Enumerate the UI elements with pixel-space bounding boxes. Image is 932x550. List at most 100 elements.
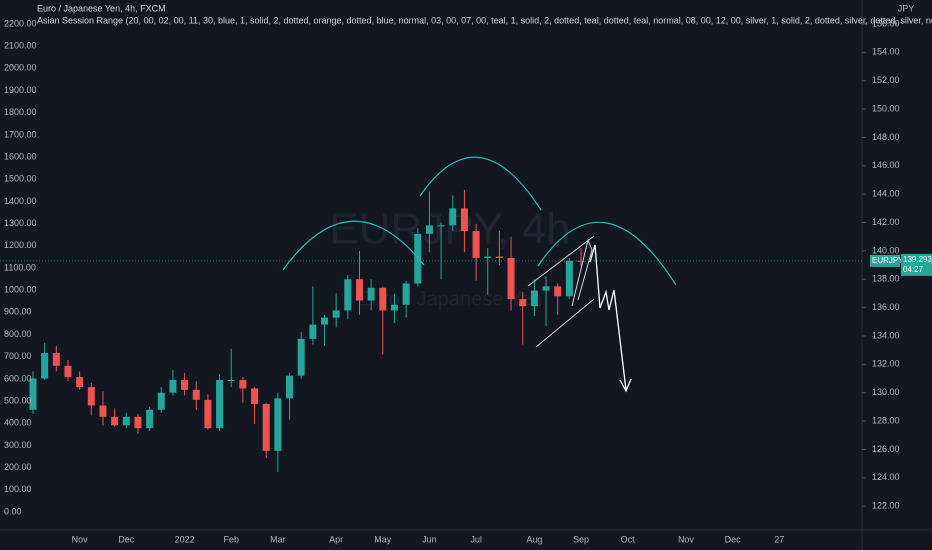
y-tick-label: 154.00	[872, 47, 900, 57]
y-tick-label: 146.00	[872, 160, 900, 170]
candle-body	[169, 379, 177, 393]
y2-tick-label: 1300.00	[4, 218, 37, 228]
candle-body	[251, 388, 259, 405]
candle-body	[64, 365, 72, 378]
x-tick-label: 27	[774, 534, 784, 544]
candle-body	[262, 404, 270, 451]
candle-body	[484, 256, 492, 258]
candle-body	[519, 299, 527, 307]
candle-body	[239, 379, 247, 389]
candle-body	[437, 225, 445, 227]
y2-tick-label: 400.00	[4, 418, 32, 428]
y2-tick-label: 800.00	[4, 329, 32, 339]
y-tick-label: 134.00	[872, 330, 900, 340]
y-tick-label: 150.00	[872, 103, 900, 113]
y2-tick-label: 100.00	[4, 484, 32, 494]
y2-tick-label: 300.00	[4, 440, 32, 450]
candle-body	[204, 399, 212, 429]
candle-body	[227, 379, 235, 381]
candle-body	[472, 231, 480, 258]
channel-line	[535, 298, 595, 348]
y2-tick-label: 2100.00	[4, 41, 37, 51]
y2-tick-label: 200.00	[4, 462, 32, 472]
symbol-label: EURJPY	[872, 256, 904, 265]
x-tick-label: Nov	[72, 534, 89, 544]
candle-body	[297, 338, 305, 376]
x-tick-label: Dec	[118, 534, 135, 544]
y2-tick-label: 1200.00	[4, 240, 37, 250]
candle-body	[425, 225, 433, 234]
y2-tick-label: 1400.00	[4, 196, 37, 206]
y2-tick-label: 1000.00	[4, 285, 37, 295]
candle-body	[414, 233, 422, 284]
candle-body	[122, 416, 130, 426]
candle-body	[332, 310, 340, 318]
symbol-tag	[870, 254, 900, 267]
candle-body	[111, 416, 119, 426]
y2-tick-label: 900.00	[4, 307, 32, 317]
y-tick-label: 122.00	[872, 501, 900, 511]
candle-body	[99, 405, 107, 417]
candle-body	[577, 260, 585, 262]
drawings	[282, 156, 677, 393]
y2-tick-label: 2000.00	[4, 63, 37, 73]
y-tick-label: 130.00	[872, 387, 900, 397]
x-tick-label: Sep	[573, 534, 589, 544]
candle-body	[379, 287, 387, 311]
y-tick-label: 152.00	[872, 75, 900, 85]
candle-body	[181, 379, 189, 390]
candle-body	[542, 286, 550, 291]
last-price-label: 139.293	[903, 255, 932, 264]
y2-tick-label: 1500.00	[4, 174, 37, 184]
y2-tick-label: 1600.00	[4, 151, 37, 161]
arc	[419, 156, 542, 211]
indicator-label: Asian Session Range (20, 00, 02, 00, 11,…	[37, 15, 932, 25]
candle-body	[495, 256, 503, 258]
x-tick-label: Dec	[725, 534, 742, 544]
candle-body	[344, 279, 352, 311]
candle-body	[41, 353, 49, 379]
y-tick-label: 124.00	[872, 472, 900, 482]
x-tick-label: Aug	[526, 534, 542, 544]
countdown-label: 04:27	[903, 265, 924, 274]
candle-body	[449, 208, 457, 226]
candle-body	[321, 317, 328, 325]
candle-body	[309, 324, 317, 339]
candle-body	[216, 379, 224, 429]
candle-body	[286, 375, 294, 399]
candle-body	[554, 286, 562, 297]
candle-body	[355, 279, 363, 301]
candle-body	[29, 378, 37, 410]
x-tick-label: Jul	[470, 534, 482, 544]
x-tick-label: Jun	[422, 534, 437, 544]
y2-tick-label: 1800.00	[4, 107, 37, 117]
y2-tick-label: 500.00	[4, 395, 32, 405]
x-tick-label: Feb	[223, 534, 239, 544]
y-tick-label: 128.00	[872, 415, 900, 425]
x-tick-label: Nov	[678, 534, 695, 544]
arc	[537, 221, 677, 286]
y2-tick-label: 1900.00	[4, 85, 37, 95]
y2-tick-label: 600.00	[4, 373, 32, 383]
arc	[282, 220, 425, 271]
x-tick-label: 2022	[175, 534, 195, 544]
candle-body	[390, 304, 398, 311]
y-tick-label: 126.00	[872, 444, 900, 454]
x-tick-label: Oct	[621, 534, 636, 544]
candle-body	[157, 392, 165, 410]
y-tick-label: 140.00	[872, 245, 900, 255]
chart-title: Euro / Japanese Yen, 4h, FXCM	[37, 3, 166, 13]
x-tick-label: May	[374, 534, 392, 544]
x-tick-label: Apr	[329, 534, 343, 544]
candle-body	[146, 409, 154, 429]
y-tick-label: 132.00	[872, 359, 900, 369]
candle-body	[507, 257, 515, 300]
y-tick-label: 138.00	[872, 274, 900, 284]
candle-body	[402, 283, 410, 305]
candle-body	[87, 387, 95, 406]
y-tick-label: 148.00	[872, 132, 900, 142]
projection-arrow	[589, 244, 627, 391]
y2-tick-label: 0.00	[4, 506, 22, 516]
